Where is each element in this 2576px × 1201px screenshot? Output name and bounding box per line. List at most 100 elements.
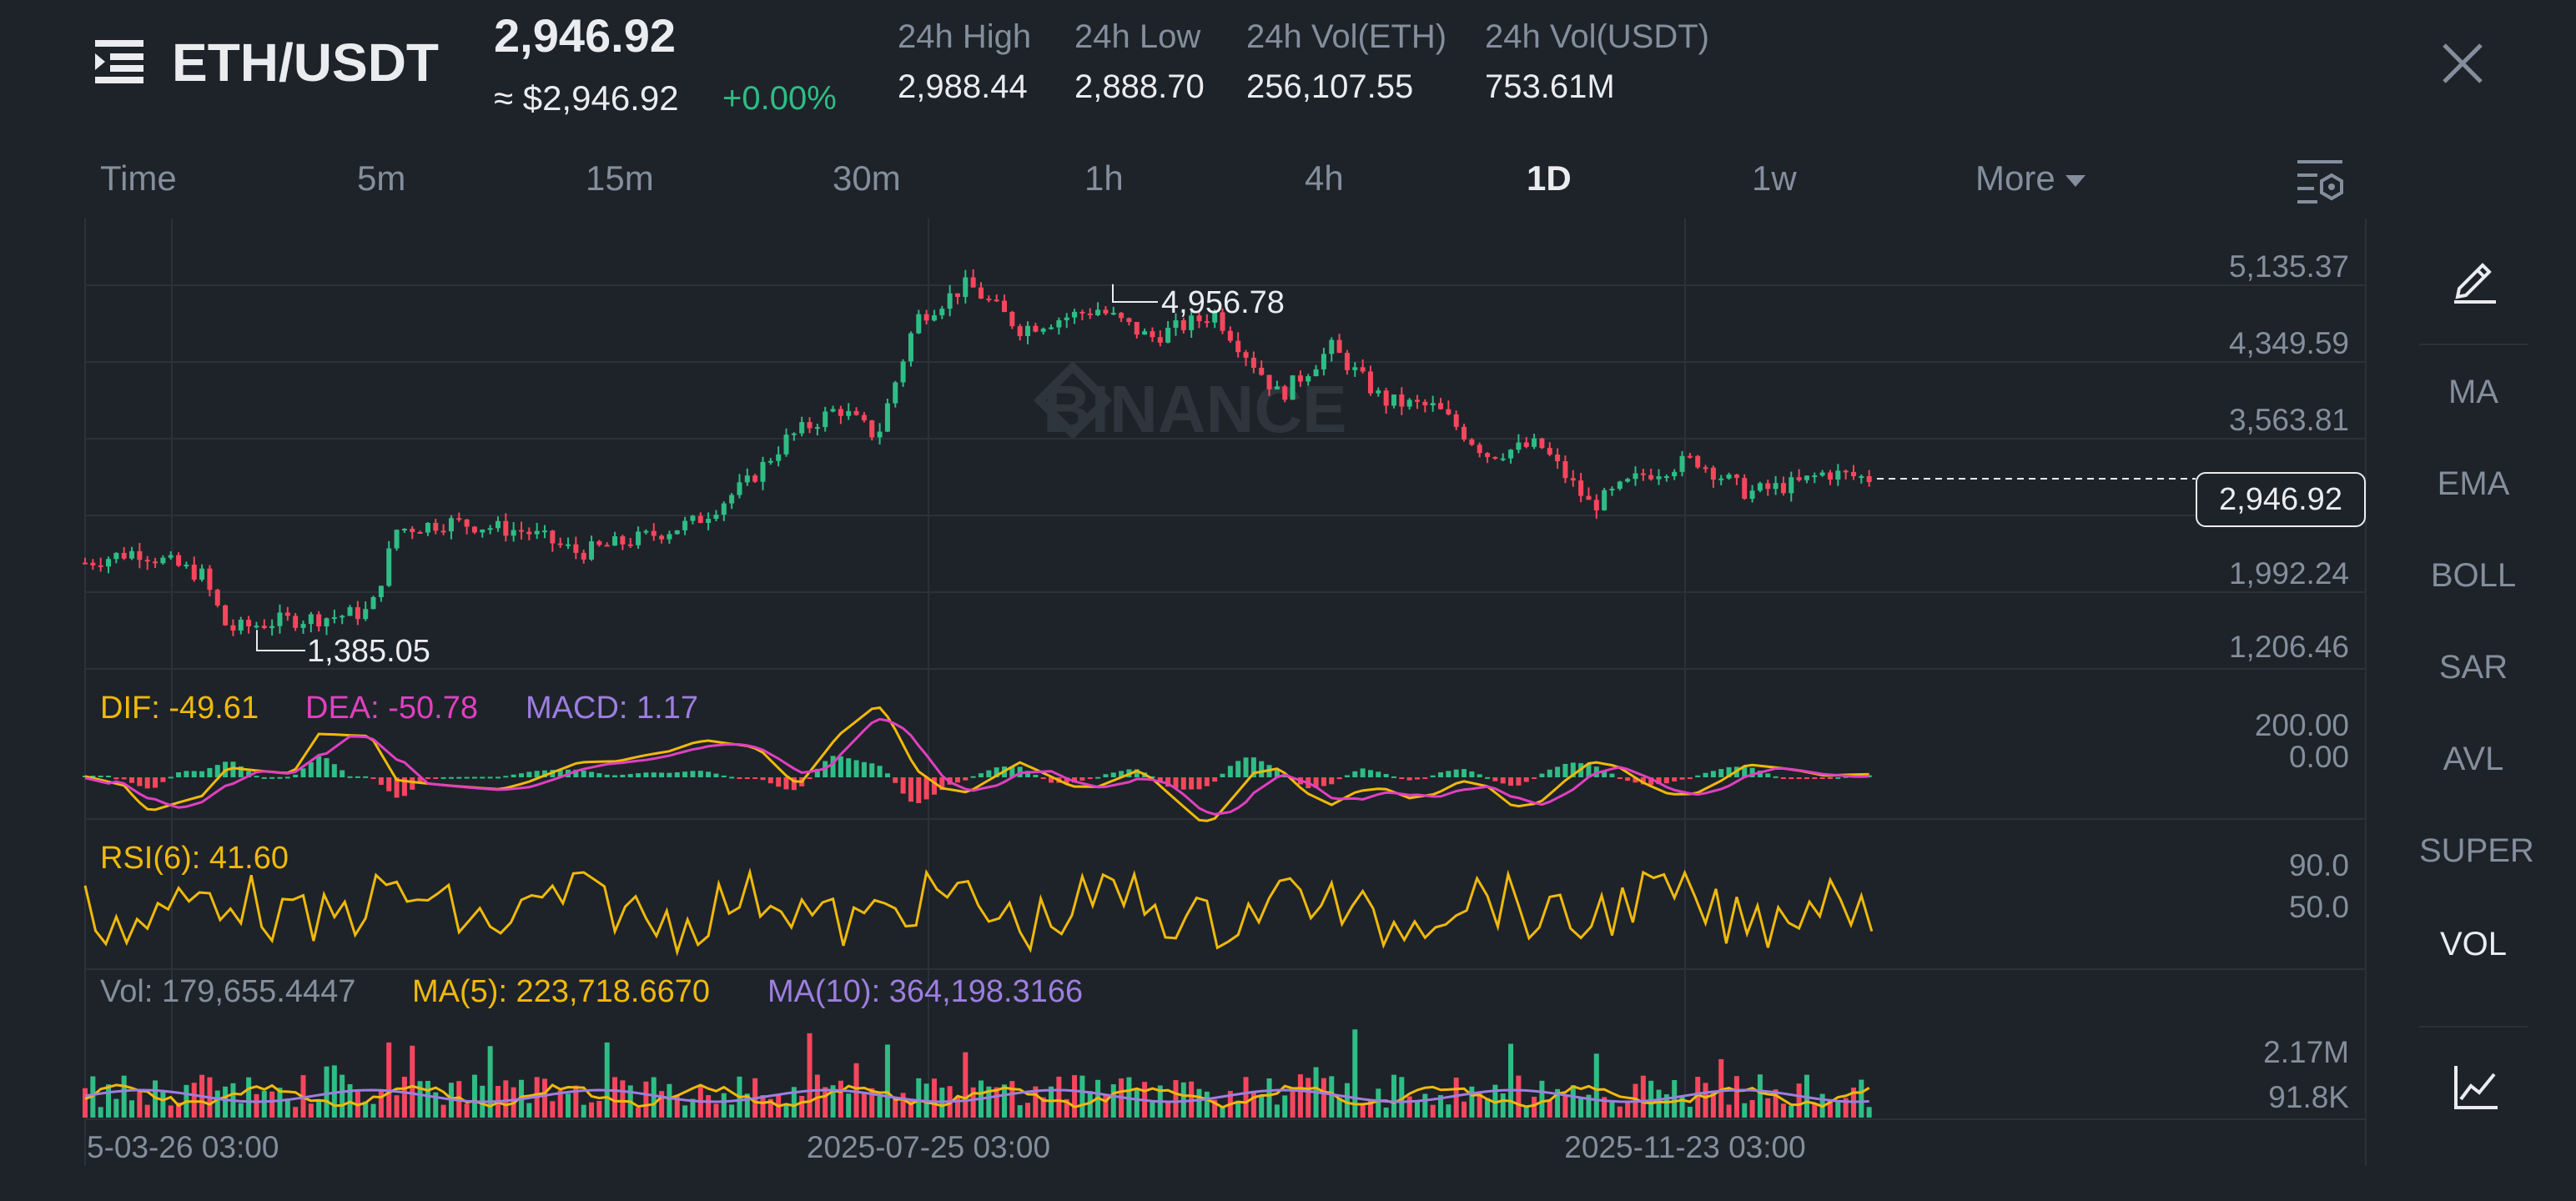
candle-body [1469,439,1475,445]
candle-body [487,528,493,530]
macd-dea-label: DEA: -50.78 [305,691,478,726]
volume-bar [129,1100,135,1118]
volume-bar [674,1096,680,1118]
candle-body [1492,456,1498,459]
candle-body [113,552,119,560]
candle-body [1313,369,1319,377]
macd-histogram-bar [1352,771,1358,777]
candle-body [176,555,182,566]
candle-body [534,530,540,535]
macd-histogram-bar [1422,777,1428,779]
candle-body [1827,472,1833,480]
volume-bar [1453,1078,1459,1118]
macd-histogram-bar [1672,777,1678,781]
close-icon[interactable] [2436,37,2489,90]
macd-histogram-bar [456,776,462,779]
candle-body [916,314,922,334]
macd-histogram-bar [487,776,493,779]
indicator-ema[interactable]: EMA [2437,465,2510,502]
candle-body [1383,390,1389,406]
candle-body [1679,455,1685,472]
volume-bar [378,1091,384,1118]
macd-histogram-bar [830,756,836,777]
tab-5m[interactable]: 5m [357,158,406,198]
candle-body [184,565,189,567]
volume-bar [1516,1075,1522,1118]
macd-histogram-bar [1040,777,1046,779]
candle-body [814,427,820,430]
macd-histogram-bar [1640,777,1646,785]
candle-body [1220,312,1225,331]
menu-icon[interactable] [92,35,147,88]
volume-bar [1500,1093,1506,1118]
macd-histogram-bar [410,777,415,790]
volume-bar [1593,1053,1599,1118]
candle-body [1663,476,1669,479]
macd-histogram-bar [877,766,883,777]
indicator-ma[interactable]: MA [2448,374,2498,410]
candle-body [83,562,88,565]
volume-bar [1859,1079,1864,1118]
candle-body [137,550,143,560]
candle-body [581,552,586,560]
indicator-vol[interactable]: VOL [2439,926,2508,962]
axis-labels: 5,135.37 4,349.59 3,563.81 1,992.24 1,206.46… [87,249,2349,1164]
pencil-icon[interactable] [2453,255,2498,304]
candle-body [1609,489,1615,491]
side-divider [2419,344,2528,345]
volume-bar [877,1096,883,1118]
volume-bar [799,1095,805,1118]
stat-24h-vol-eth-label: 24h Vol(ETH) [1246,18,1447,55]
macd-histogram-bar [1516,777,1522,786]
indicator-avl[interactable]: AVL [2443,741,2504,777]
macd-histogram-bar [900,777,906,794]
tab-1h[interactable]: 1h [1084,158,1124,198]
tab-15m[interactable]: 15m [586,158,654,198]
tab-1d[interactable]: 1D [1527,158,1572,198]
macd-histogram-bar [1165,777,1171,787]
line-chart-icon[interactable] [2453,1064,2499,1111]
trading-pair-title[interactable]: ETH/USDT [172,33,439,93]
volume-bar [526,1103,532,1118]
candle-body [1282,386,1288,400]
candle-body [347,607,353,616]
candle-body [1180,320,1186,330]
macd-histogram-bar [1282,776,1288,778]
macd-histogram-bar [1866,775,1872,777]
candle-body [767,460,773,463]
candle-body [1742,478,1748,500]
macd-histogram-bar [254,776,259,778]
tab-30m[interactable]: 30m [833,158,901,198]
chart-settings-icon[interactable] [2296,157,2346,205]
volume-bar [986,1086,992,1118]
indicator-boll[interactable]: BOLL [2430,557,2517,594]
tab-more[interactable]: More [1975,158,2085,198]
candle-body [1500,458,1506,460]
candle-body [153,561,158,564]
volume-bar [246,1077,252,1118]
tab-4h[interactable]: 4h [1305,158,1344,198]
macd-histogram-bar [1095,776,1101,779]
volume-bar [783,1103,789,1118]
volume-bar [682,1105,688,1118]
tab-1w[interactable]: 1w [1752,158,1797,198]
macd-histogram-bar [916,777,922,803]
candle-body [963,277,969,298]
candle-body [604,545,610,547]
candle-body [1453,414,1459,427]
volume-bar [277,1088,283,1118]
indicator-sar[interactable]: SAR [2438,649,2508,686]
macd-histogram-bar [814,768,820,777]
candle-body [1150,331,1155,338]
candle-body [1718,478,1724,480]
volume-bar [1602,1097,1607,1118]
candle-body [214,590,220,606]
macd-histogram-bar [495,776,501,779]
indicator-super[interactable]: SUPER [2419,832,2534,869]
last-price: 2,946.92 [494,9,676,62]
candle-body [456,518,462,520]
tab-time[interactable]: Time [100,158,177,198]
macd-histogram-bar [729,776,735,779]
macd-histogram-bar [979,773,984,777]
